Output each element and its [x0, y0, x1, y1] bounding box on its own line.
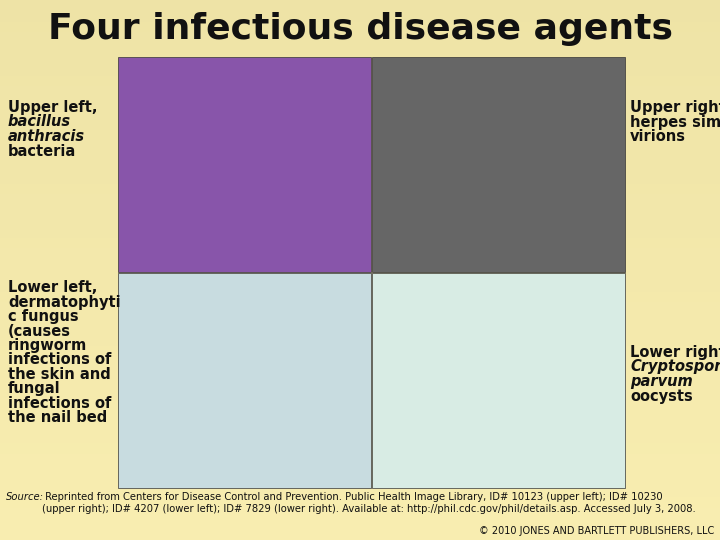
- Text: ringworm: ringworm: [8, 338, 87, 353]
- Bar: [0, 410, 720, 421]
- Bar: [0, 313, 720, 324]
- Text: bacillus: bacillus: [8, 114, 71, 130]
- Bar: [0, 32, 720, 43]
- Bar: [0, 378, 720, 389]
- Text: (causes: (causes: [8, 323, 71, 339]
- Text: Upper left,: Upper left,: [8, 100, 97, 115]
- Bar: [0, 508, 720, 518]
- Bar: [0, 400, 720, 410]
- Bar: [0, 76, 720, 86]
- Text: Source:: Source:: [6, 492, 44, 502]
- Bar: [0, 22, 720, 32]
- Bar: [0, 281, 720, 292]
- Text: virions: virions: [630, 129, 686, 144]
- Bar: [0, 151, 720, 162]
- Bar: [0, 173, 720, 184]
- Bar: [0, 140, 720, 151]
- Text: Reprinted from Centers for Disease Control and Prevention. Public Health Image L: Reprinted from Centers for Disease Contr…: [42, 492, 696, 514]
- Text: infections of: infections of: [8, 396, 112, 411]
- Bar: [0, 443, 720, 454]
- Bar: [0, 475, 720, 486]
- Text: infections of: infections of: [8, 353, 112, 368]
- Bar: [0, 346, 720, 356]
- Bar: [0, 259, 720, 270]
- Bar: [0, 421, 720, 432]
- Bar: [0, 0, 720, 11]
- Bar: [372, 57, 625, 272]
- Bar: [0, 454, 720, 464]
- Bar: [0, 65, 720, 76]
- Bar: [0, 119, 720, 130]
- Bar: [0, 194, 720, 205]
- Bar: [0, 335, 720, 346]
- Text: the skin and: the skin and: [8, 367, 111, 382]
- Bar: [0, 497, 720, 508]
- Text: anthracis: anthracis: [8, 129, 85, 144]
- Bar: [0, 130, 720, 140]
- Bar: [0, 324, 720, 335]
- Text: Four infectious disease agents: Four infectious disease agents: [48, 12, 672, 46]
- Text: the nail bed: the nail bed: [8, 410, 107, 426]
- Bar: [0, 97, 720, 108]
- Bar: [118, 273, 371, 488]
- Bar: [0, 86, 720, 97]
- Text: herpes simplex: herpes simplex: [630, 114, 720, 130]
- Text: bacteria: bacteria: [8, 144, 76, 159]
- Text: fungal: fungal: [8, 381, 60, 396]
- Bar: [0, 227, 720, 238]
- Bar: [372, 273, 625, 488]
- Bar: [0, 367, 720, 378]
- Text: c fungus: c fungus: [8, 309, 78, 324]
- Bar: [0, 464, 720, 475]
- Bar: [0, 356, 720, 367]
- Text: Lower left,: Lower left,: [8, 280, 97, 295]
- Bar: [0, 43, 720, 54]
- Bar: [0, 529, 720, 540]
- Bar: [0, 292, 720, 302]
- Bar: [0, 302, 720, 313]
- Text: Cryptosporidium: Cryptosporidium: [630, 360, 720, 375]
- Bar: [0, 108, 720, 119]
- Text: parvum: parvum: [630, 374, 693, 389]
- Bar: [0, 162, 720, 173]
- Text: Lower right,: Lower right,: [630, 345, 720, 360]
- Bar: [0, 518, 720, 529]
- Bar: [0, 486, 720, 497]
- Text: © 2010 JONES AND BARTLETT PUBLISHERS, LLC: © 2010 JONES AND BARTLETT PUBLISHERS, LL…: [479, 526, 714, 536]
- Bar: [118, 57, 371, 272]
- Bar: [0, 432, 720, 443]
- Bar: [0, 238, 720, 248]
- Bar: [0, 389, 720, 400]
- Bar: [0, 54, 720, 65]
- Bar: [0, 184, 720, 194]
- Bar: [0, 216, 720, 227]
- Text: dermatophyti: dermatophyti: [8, 294, 121, 309]
- Bar: [0, 248, 720, 259]
- Text: Upper right,: Upper right,: [630, 100, 720, 115]
- Bar: [0, 205, 720, 216]
- Bar: [0, 270, 720, 281]
- Text: oocysts: oocysts: [630, 388, 693, 403]
- Bar: [0, 11, 720, 22]
